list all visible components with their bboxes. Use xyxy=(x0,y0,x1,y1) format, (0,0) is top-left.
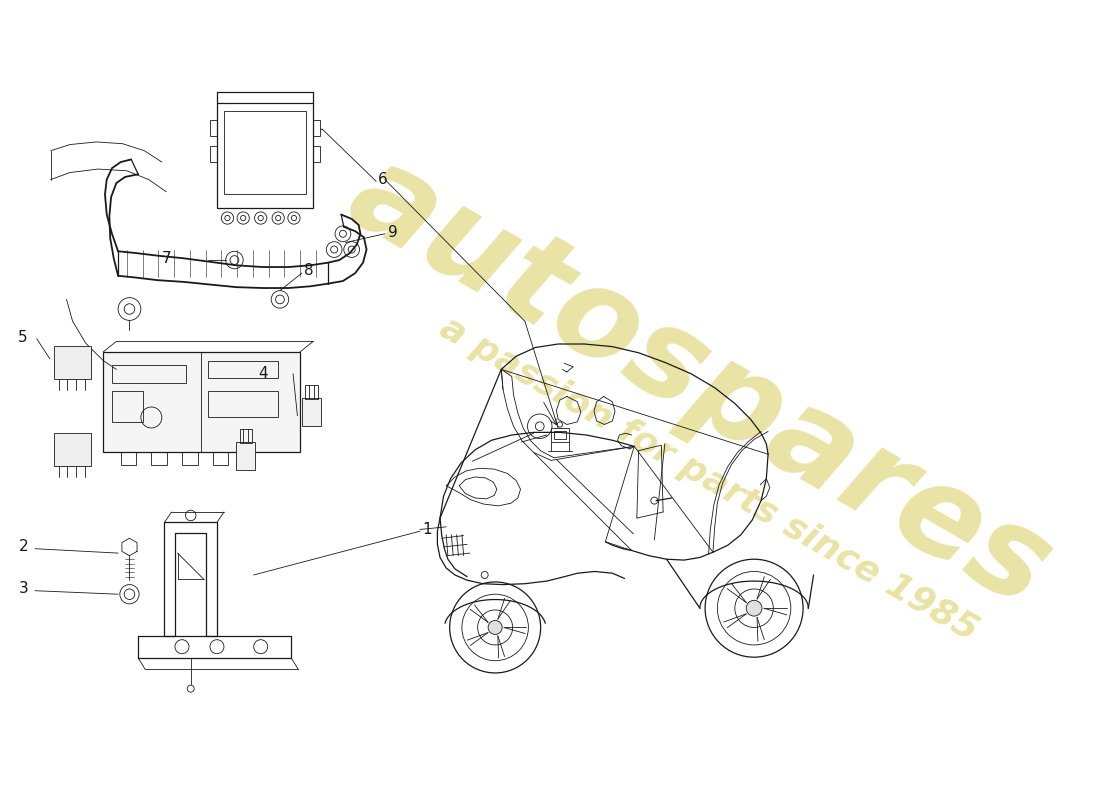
Bar xyxy=(182,453,198,465)
Text: 6: 6 xyxy=(378,172,387,187)
Bar xyxy=(54,346,91,379)
Text: 7: 7 xyxy=(162,250,172,266)
Bar xyxy=(240,429,252,443)
Bar xyxy=(54,434,91,466)
Bar xyxy=(112,365,186,382)
Text: autospares: autospares xyxy=(329,133,1071,632)
Circle shape xyxy=(746,600,762,616)
Text: 9: 9 xyxy=(387,225,397,239)
Bar xyxy=(224,111,306,194)
Bar xyxy=(314,146,320,162)
Text: a passion for parts since 1985: a passion for parts since 1985 xyxy=(433,310,983,647)
Text: 1: 1 xyxy=(422,522,432,537)
Bar xyxy=(210,146,217,162)
Bar xyxy=(152,453,167,465)
Text: 2: 2 xyxy=(19,539,29,554)
Bar xyxy=(236,442,255,470)
Text: 5: 5 xyxy=(18,330,28,345)
Text: 8: 8 xyxy=(305,263,315,278)
Bar xyxy=(553,430,566,439)
Bar xyxy=(210,120,217,136)
Bar xyxy=(112,391,143,422)
Bar xyxy=(551,428,569,442)
Bar xyxy=(208,391,278,418)
Text: 4: 4 xyxy=(258,366,267,382)
Text: 3: 3 xyxy=(19,582,29,597)
Bar xyxy=(121,453,136,465)
Circle shape xyxy=(488,621,502,634)
Bar xyxy=(301,398,321,426)
Bar xyxy=(103,352,300,453)
Bar xyxy=(208,361,278,378)
Bar xyxy=(306,385,318,399)
Bar xyxy=(314,120,320,136)
Bar xyxy=(217,102,314,207)
Bar xyxy=(212,453,229,465)
